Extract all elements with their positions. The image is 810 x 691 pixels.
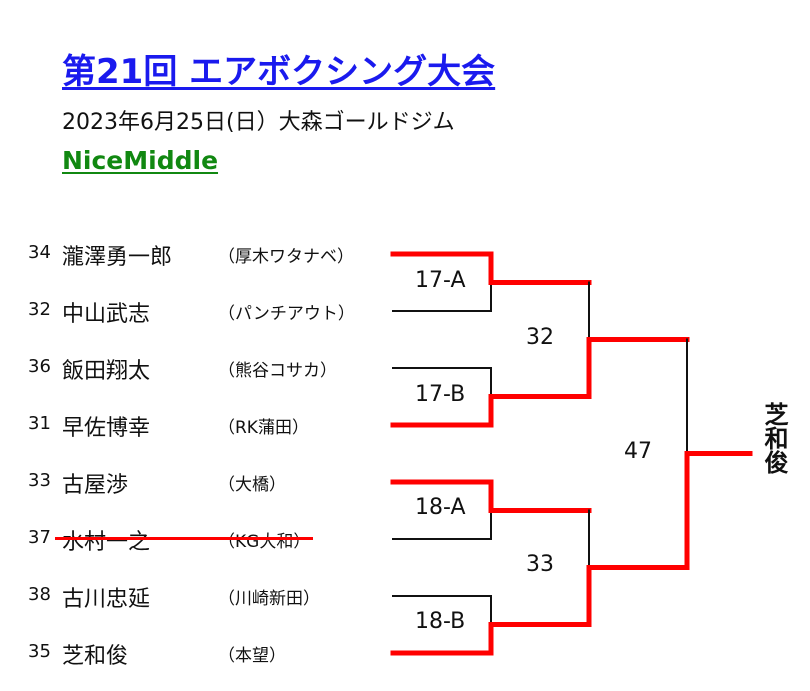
- player-name: 古屋渉: [62, 473, 129, 498]
- player-club: （大橋）: [218, 475, 286, 495]
- player-name: 水村一之: [62, 530, 151, 555]
- champion-name: 芝和俊: [760, 402, 788, 474]
- player-name: 芝和俊: [62, 644, 129, 669]
- match-label-32: 32: [526, 325, 554, 350]
- player-seed: 32: [28, 299, 51, 320]
- player-club: （厚木ワタナベ）: [218, 247, 354, 267]
- event-date-venue: 2023年6月25日(日）大森ゴールドジム: [62, 110, 455, 135]
- player-club: （本望）: [218, 646, 286, 666]
- withdrawn-strikethrough: [55, 537, 313, 540]
- player-name: 中山武志: [62, 302, 151, 327]
- match-label-18b: 18-B: [415, 609, 466, 634]
- player-seed: 36: [28, 356, 51, 377]
- player-seed: 31: [28, 413, 51, 434]
- match-label-17a: 17-A: [415, 268, 466, 293]
- match-label-33: 33: [526, 552, 554, 577]
- page-title: 第21回 エアボクシング大会: [62, 52, 496, 92]
- match-label-18a: 18-A: [415, 495, 466, 520]
- player-seed: 34: [28, 242, 51, 263]
- player-name: 古川忠延: [62, 587, 151, 612]
- player-seed: 38: [28, 584, 51, 605]
- player-club: （パンチアウト）: [218, 304, 355, 324]
- player-seed: 35: [28, 641, 51, 662]
- player-club: （熊谷コサカ）: [218, 361, 337, 381]
- player-club: （川崎新田）: [218, 589, 320, 609]
- player-seed: 37: [28, 527, 51, 548]
- match-label-17b: 17-B: [415, 382, 466, 407]
- player-seed: 33: [28, 470, 51, 491]
- player-club: （RK蒲田）: [218, 418, 309, 438]
- match-label-47: 47: [624, 439, 652, 464]
- player-name: 早佐博幸: [62, 416, 151, 441]
- player-name: 飯田翔太: [62, 359, 151, 384]
- division-title: NiceMiddle: [62, 146, 219, 175]
- player-name: 瀧澤勇一郎: [62, 245, 173, 270]
